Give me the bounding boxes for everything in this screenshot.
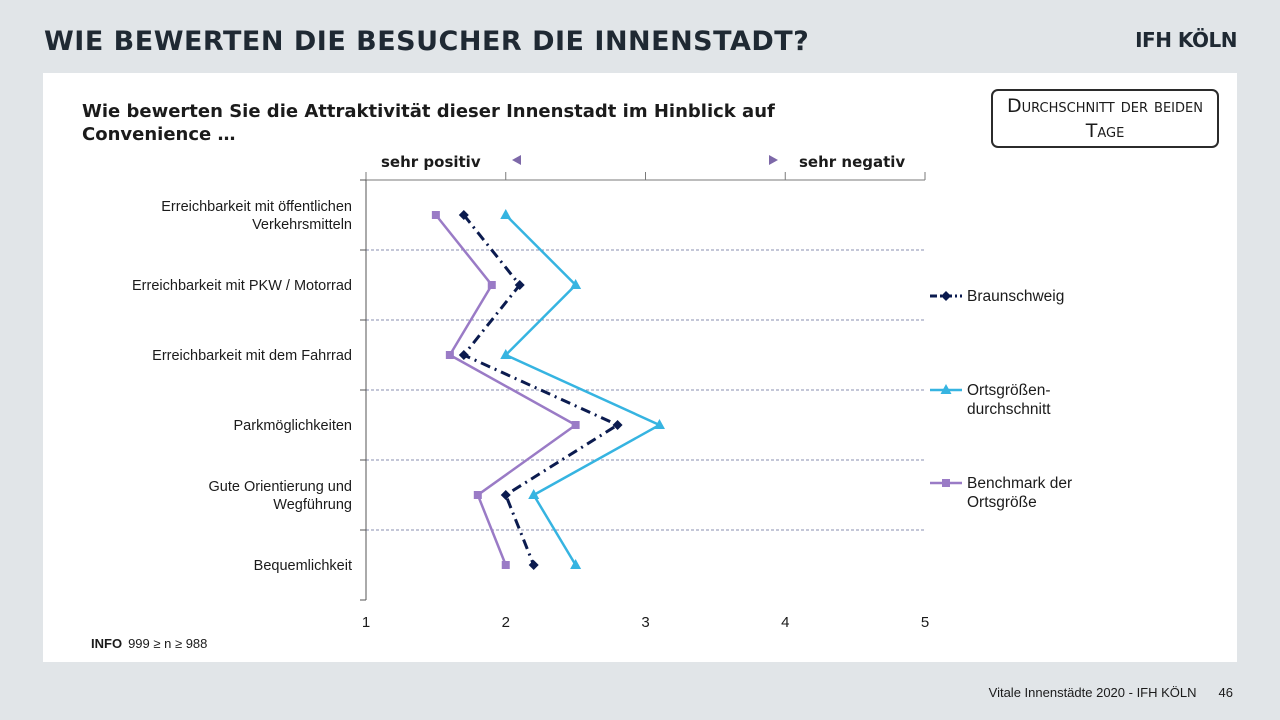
legend-label: Ortsgröße (967, 494, 1037, 511)
data-point (487, 281, 496, 289)
legend-label: Benchmark der (967, 475, 1072, 492)
average-label-text: Durchschnitt der beiden Tage (1007, 94, 1203, 142)
legend-label: durchschnitt (967, 401, 1051, 418)
footer-text: Vitale Innenstädte 2020 - IFH KÖLN (988, 685, 1197, 700)
x-tick-label: 2 (502, 614, 510, 631)
data-point (571, 421, 580, 429)
legend-label: Ortsgrößen- (967, 382, 1051, 399)
data-point (473, 491, 482, 499)
data-point (431, 211, 440, 219)
ifh-logo: IFH KÖLN (1135, 28, 1237, 52)
data-point (514, 280, 525, 290)
data-point (570, 279, 582, 289)
slide-title: WIE BEWERTEN DIE BESUCHER DIE INNENSTADT… (44, 26, 810, 57)
content-panel (43, 73, 1237, 662)
data-point (653, 419, 665, 429)
info-note: INFO 999 ≥ n ≥ 988 (91, 636, 207, 651)
page-number: 46 (1218, 685, 1233, 700)
data-point (940, 384, 952, 394)
category-label: Wegführung (273, 497, 352, 513)
average-label-box: Durchschnitt der beiden Tage (991, 89, 1219, 148)
x-tick-label: 5 (921, 614, 929, 631)
series-line (461, 214, 621, 566)
x-tick-label: 3 (641, 614, 649, 631)
scale-left-arrow (512, 155, 521, 165)
category-label: Erreichbarkeit mit dem Fahrrad (152, 348, 352, 364)
legend-label: Braunschweig (967, 288, 1064, 305)
category-label: Gute Orientierung und (209, 479, 352, 495)
sample-size: 999 ≥ n ≥ 988 (128, 636, 208, 651)
data-point (458, 350, 469, 360)
survey-question: Wie bewerten Sie die Attraktivität diese… (82, 101, 775, 145)
category-label: Erreichbarkeit mit PKW / Motorrad (132, 278, 352, 294)
data-point (528, 489, 540, 499)
scale-left-label: sehr positiv (381, 153, 481, 171)
series-line (434, 214, 578, 566)
scale-right-arrow (769, 155, 778, 165)
data-point (501, 561, 510, 569)
data-point (500, 209, 512, 219)
data-point (458, 210, 469, 220)
data-point (612, 420, 623, 430)
data-point (941, 291, 951, 301)
category-label: Bequemlichkeit (254, 558, 352, 574)
data-point (528, 560, 539, 570)
footer: Vitale Innenstädte 2020 - IFH KÖLN 46 (989, 685, 1233, 700)
category-label: Parkmöglichkeiten (234, 418, 352, 434)
x-tick-label: 4 (781, 614, 789, 631)
category-label: Verkehrsmitteln (252, 217, 352, 233)
series-line (503, 214, 663, 566)
scale-right-label: sehr negativ (799, 153, 905, 171)
category-label: Erreichbarkeit mit öffentlichen (161, 199, 352, 215)
data-point (942, 479, 950, 487)
data-point (500, 349, 512, 359)
data-point (500, 490, 511, 500)
x-tick-label: 1 (362, 614, 370, 631)
data-point (570, 559, 582, 569)
data-point (445, 351, 454, 359)
info-label: INFO (91, 636, 123, 651)
